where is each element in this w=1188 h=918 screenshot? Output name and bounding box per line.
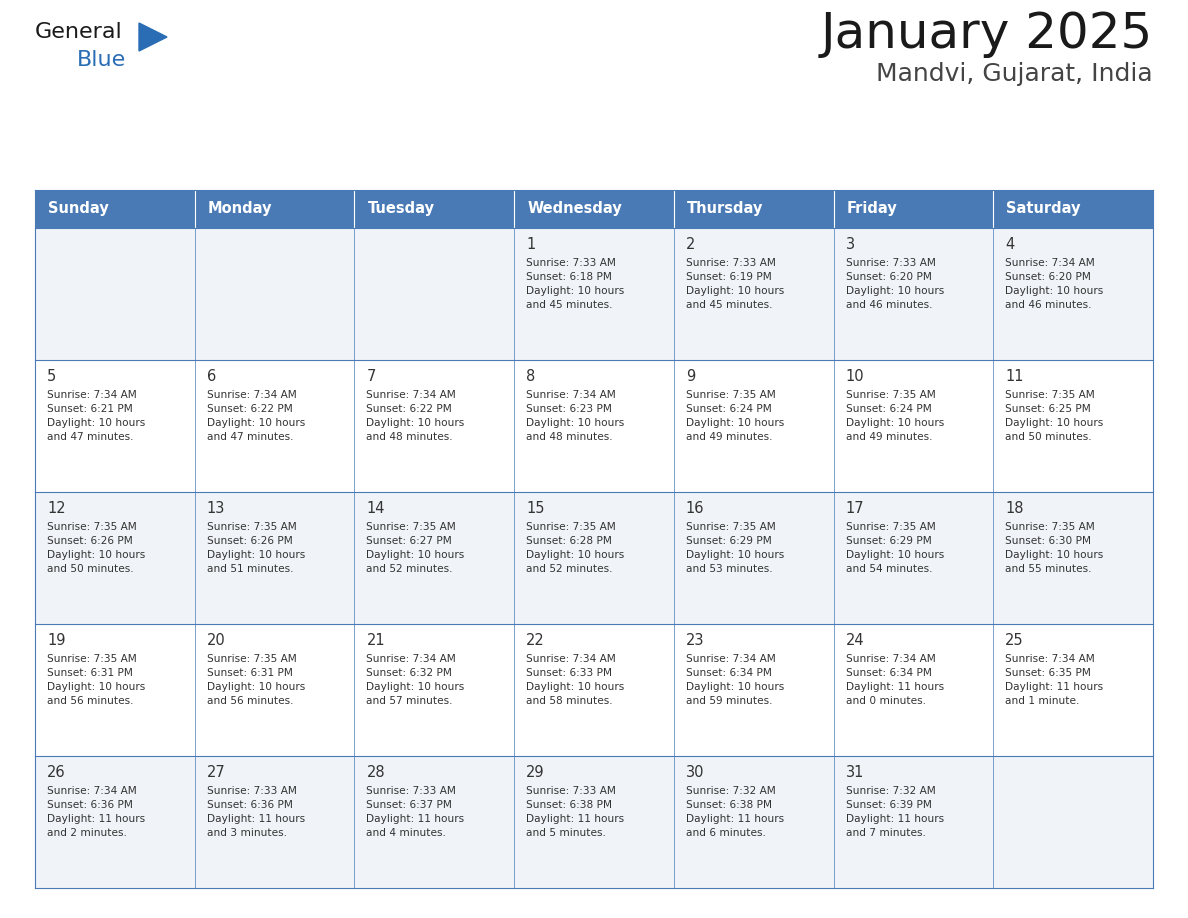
- Text: Sunrise: 7:35 AM
Sunset: 6:27 PM
Daylight: 10 hours
and 52 minutes.: Sunrise: 7:35 AM Sunset: 6:27 PM Dayligh…: [366, 522, 465, 574]
- Text: Monday: Monday: [208, 201, 272, 217]
- Text: Sunrise: 7:35 AM
Sunset: 6:26 PM
Daylight: 10 hours
and 51 minutes.: Sunrise: 7:35 AM Sunset: 6:26 PM Dayligh…: [207, 522, 305, 574]
- Text: Sunrise: 7:35 AM
Sunset: 6:29 PM
Daylight: 10 hours
and 54 minutes.: Sunrise: 7:35 AM Sunset: 6:29 PM Dayligh…: [846, 522, 943, 574]
- Text: Sunrise: 7:33 AM
Sunset: 6:20 PM
Daylight: 10 hours
and 46 minutes.: Sunrise: 7:33 AM Sunset: 6:20 PM Dayligh…: [846, 258, 943, 310]
- Text: Sunrise: 7:35 AM
Sunset: 6:28 PM
Daylight: 10 hours
and 52 minutes.: Sunrise: 7:35 AM Sunset: 6:28 PM Dayligh…: [526, 522, 625, 574]
- Text: Sunrise: 7:33 AM
Sunset: 6:19 PM
Daylight: 10 hours
and 45 minutes.: Sunrise: 7:33 AM Sunset: 6:19 PM Dayligh…: [685, 258, 784, 310]
- Text: Sunrise: 7:33 AM
Sunset: 6:37 PM
Daylight: 11 hours
and 4 minutes.: Sunrise: 7:33 AM Sunset: 6:37 PM Dayligh…: [366, 786, 465, 838]
- Text: Sunrise: 7:34 AM
Sunset: 6:34 PM
Daylight: 11 hours
and 0 minutes.: Sunrise: 7:34 AM Sunset: 6:34 PM Dayligh…: [846, 654, 943, 706]
- Text: 29: 29: [526, 765, 545, 780]
- Text: 12: 12: [48, 501, 65, 516]
- Text: 13: 13: [207, 501, 225, 516]
- Text: Sunrise: 7:32 AM
Sunset: 6:38 PM
Daylight: 11 hours
and 6 minutes.: Sunrise: 7:32 AM Sunset: 6:38 PM Dayligh…: [685, 786, 784, 838]
- Text: Wednesday: Wednesday: [527, 201, 621, 217]
- Text: 11: 11: [1005, 369, 1024, 384]
- Text: 14: 14: [366, 501, 385, 516]
- Text: 21: 21: [366, 633, 385, 648]
- Text: 2: 2: [685, 237, 695, 252]
- Text: Sunrise: 7:34 AM
Sunset: 6:21 PM
Daylight: 10 hours
and 47 minutes.: Sunrise: 7:34 AM Sunset: 6:21 PM Dayligh…: [48, 390, 145, 442]
- Text: Sunrise: 7:35 AM
Sunset: 6:24 PM
Daylight: 10 hours
and 49 minutes.: Sunrise: 7:35 AM Sunset: 6:24 PM Dayligh…: [685, 390, 784, 442]
- Text: Sunrise: 7:35 AM
Sunset: 6:31 PM
Daylight: 10 hours
and 56 minutes.: Sunrise: 7:35 AM Sunset: 6:31 PM Dayligh…: [48, 654, 145, 706]
- Text: Sunrise: 7:35 AM
Sunset: 6:29 PM
Daylight: 10 hours
and 53 minutes.: Sunrise: 7:35 AM Sunset: 6:29 PM Dayligh…: [685, 522, 784, 574]
- Text: Sunrise: 7:35 AM
Sunset: 6:24 PM
Daylight: 10 hours
and 49 minutes.: Sunrise: 7:35 AM Sunset: 6:24 PM Dayligh…: [846, 390, 943, 442]
- Bar: [34, 190, 1154, 228]
- Text: 20: 20: [207, 633, 226, 648]
- Text: Sunrise: 7:33 AM
Sunset: 6:38 PM
Daylight: 11 hours
and 5 minutes.: Sunrise: 7:33 AM Sunset: 6:38 PM Dayligh…: [526, 786, 624, 838]
- Text: 22: 22: [526, 633, 545, 648]
- Text: Tuesday: Tuesday: [367, 201, 435, 217]
- Text: Blue: Blue: [77, 50, 126, 70]
- Text: Sunrise: 7:34 AM
Sunset: 6:20 PM
Daylight: 10 hours
and 46 minutes.: Sunrise: 7:34 AM Sunset: 6:20 PM Dayligh…: [1005, 258, 1104, 310]
- Bar: [34, 492, 1154, 624]
- Text: Sunrise: 7:34 AM
Sunset: 6:23 PM
Daylight: 10 hours
and 48 minutes.: Sunrise: 7:34 AM Sunset: 6:23 PM Dayligh…: [526, 390, 625, 442]
- Text: Sunday: Sunday: [48, 201, 109, 217]
- Text: 19: 19: [48, 633, 65, 648]
- Text: Sunrise: 7:34 AM
Sunset: 6:36 PM
Daylight: 11 hours
and 2 minutes.: Sunrise: 7:34 AM Sunset: 6:36 PM Dayligh…: [48, 786, 145, 838]
- Text: 31: 31: [846, 765, 864, 780]
- Text: 18: 18: [1005, 501, 1024, 516]
- Text: 23: 23: [685, 633, 704, 648]
- Text: Sunrise: 7:34 AM
Sunset: 6:35 PM
Daylight: 11 hours
and 1 minute.: Sunrise: 7:34 AM Sunset: 6:35 PM Dayligh…: [1005, 654, 1104, 706]
- Polygon shape: [139, 23, 168, 51]
- Text: 8: 8: [526, 369, 536, 384]
- Text: Sunrise: 7:34 AM
Sunset: 6:33 PM
Daylight: 10 hours
and 58 minutes.: Sunrise: 7:34 AM Sunset: 6:33 PM Dayligh…: [526, 654, 625, 706]
- Text: 5: 5: [48, 369, 56, 384]
- Text: Friday: Friday: [847, 201, 897, 217]
- Text: 9: 9: [685, 369, 695, 384]
- Text: Sunrise: 7:35 AM
Sunset: 6:25 PM
Daylight: 10 hours
and 50 minutes.: Sunrise: 7:35 AM Sunset: 6:25 PM Dayligh…: [1005, 390, 1104, 442]
- Text: 6: 6: [207, 369, 216, 384]
- Text: Sunrise: 7:35 AM
Sunset: 6:26 PM
Daylight: 10 hours
and 50 minutes.: Sunrise: 7:35 AM Sunset: 6:26 PM Dayligh…: [48, 522, 145, 574]
- Text: Thursday: Thursday: [687, 201, 763, 217]
- Text: 7: 7: [366, 369, 375, 384]
- Text: 17: 17: [846, 501, 864, 516]
- Text: 30: 30: [685, 765, 704, 780]
- Bar: [34, 228, 1154, 360]
- Text: January 2025: January 2025: [821, 10, 1154, 58]
- Text: Sunrise: 7:34 AM
Sunset: 6:34 PM
Daylight: 10 hours
and 59 minutes.: Sunrise: 7:34 AM Sunset: 6:34 PM Dayligh…: [685, 654, 784, 706]
- Text: 15: 15: [526, 501, 544, 516]
- Text: Sunrise: 7:34 AM
Sunset: 6:22 PM
Daylight: 10 hours
and 48 minutes.: Sunrise: 7:34 AM Sunset: 6:22 PM Dayligh…: [366, 390, 465, 442]
- Text: Sunrise: 7:33 AM
Sunset: 6:36 PM
Daylight: 11 hours
and 3 minutes.: Sunrise: 7:33 AM Sunset: 6:36 PM Dayligh…: [207, 786, 305, 838]
- Text: Sunrise: 7:33 AM
Sunset: 6:18 PM
Daylight: 10 hours
and 45 minutes.: Sunrise: 7:33 AM Sunset: 6:18 PM Dayligh…: [526, 258, 625, 310]
- Text: 28: 28: [366, 765, 385, 780]
- Text: 24: 24: [846, 633, 864, 648]
- Text: Sunrise: 7:34 AM
Sunset: 6:32 PM
Daylight: 10 hours
and 57 minutes.: Sunrise: 7:34 AM Sunset: 6:32 PM Dayligh…: [366, 654, 465, 706]
- Bar: [34, 624, 1154, 756]
- Bar: [34, 360, 1154, 492]
- Text: 10: 10: [846, 369, 864, 384]
- Text: General: General: [34, 22, 122, 42]
- Text: 3: 3: [846, 237, 854, 252]
- Text: 26: 26: [48, 765, 65, 780]
- Text: Saturday: Saturday: [1006, 201, 1081, 217]
- Text: Sunrise: 7:35 AM
Sunset: 6:30 PM
Daylight: 10 hours
and 55 minutes.: Sunrise: 7:35 AM Sunset: 6:30 PM Dayligh…: [1005, 522, 1104, 574]
- Text: Sunrise: 7:32 AM
Sunset: 6:39 PM
Daylight: 11 hours
and 7 minutes.: Sunrise: 7:32 AM Sunset: 6:39 PM Dayligh…: [846, 786, 943, 838]
- Text: 25: 25: [1005, 633, 1024, 648]
- Text: 27: 27: [207, 765, 226, 780]
- Bar: [34, 756, 1154, 888]
- Text: Sunrise: 7:34 AM
Sunset: 6:22 PM
Daylight: 10 hours
and 47 minutes.: Sunrise: 7:34 AM Sunset: 6:22 PM Dayligh…: [207, 390, 305, 442]
- Text: 1: 1: [526, 237, 536, 252]
- Text: Mandvi, Gujarat, India: Mandvi, Gujarat, India: [877, 62, 1154, 86]
- Text: 4: 4: [1005, 237, 1015, 252]
- Text: Sunrise: 7:35 AM
Sunset: 6:31 PM
Daylight: 10 hours
and 56 minutes.: Sunrise: 7:35 AM Sunset: 6:31 PM Dayligh…: [207, 654, 305, 706]
- Text: 16: 16: [685, 501, 704, 516]
